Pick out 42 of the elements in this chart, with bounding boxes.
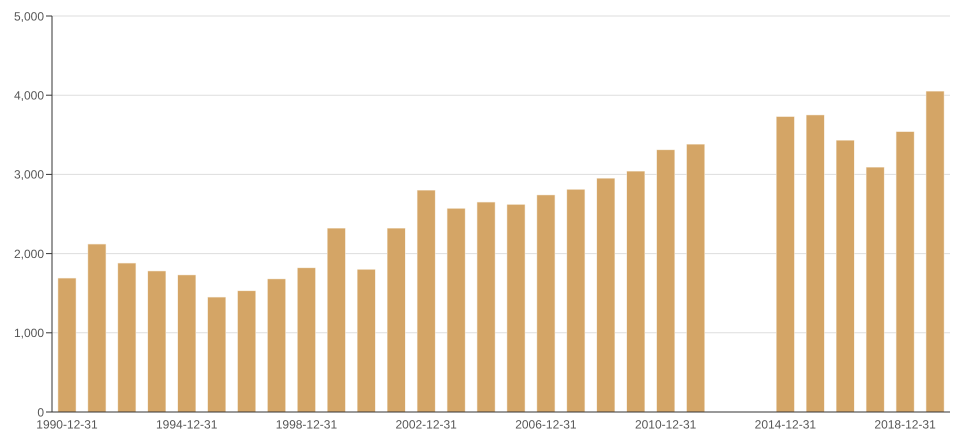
- y-tick-label: 1,000: [14, 326, 44, 340]
- bar: [926, 90, 944, 412]
- x-tick-label: 1990-12-31: [36, 418, 98, 432]
- x-tick-label: 2014-12-31: [754, 418, 816, 432]
- bar: [596, 178, 616, 412]
- bar: [536, 194, 556, 412]
- bar: [896, 131, 914, 412]
- bar: [656, 150, 675, 412]
- x-tick-label: 2010-12-31: [634, 418, 697, 432]
- y-tick-label: 0: [37, 405, 44, 420]
- bar: [207, 296, 226, 412]
- bar: [626, 170, 645, 412]
- bar: [118, 262, 136, 412]
- bar: [866, 167, 884, 412]
- bar: [686, 144, 705, 412]
- bar: [446, 208, 466, 412]
- x-tick-label: 2018-12-31: [874, 418, 936, 432]
- y-tick-label: 2,000: [14, 246, 44, 261]
- bar: [416, 190, 436, 412]
- bar: [566, 189, 586, 412]
- bar: [836, 140, 855, 412]
- bar: [806, 114, 825, 412]
- bar: [267, 278, 286, 412]
- bar: [58, 278, 76, 412]
- bar: [237, 290, 256, 412]
- bar: [88, 244, 106, 412]
- bar: [357, 269, 376, 412]
- y-tick-label: 4,000: [14, 88, 44, 102]
- x-tick-label: 1998-12-31: [276, 418, 338, 432]
- x-tick-label: 2006-12-31: [515, 418, 577, 432]
- bar: [476, 202, 496, 412]
- y-tick-label: 5,000: [14, 9, 44, 24]
- bar: [327, 228, 346, 412]
- bar: [387, 228, 406, 412]
- bar: [297, 268, 316, 412]
- bar: [506, 204, 526, 412]
- x-tick-label: 1994-12-31: [156, 418, 218, 432]
- bar: [148, 270, 166, 412]
- y-tick-label: 3,000: [14, 168, 44, 182]
- bar: [177, 274, 196, 412]
- x-tick-label: 2002-12-31: [395, 418, 458, 432]
- bar: [776, 116, 795, 412]
